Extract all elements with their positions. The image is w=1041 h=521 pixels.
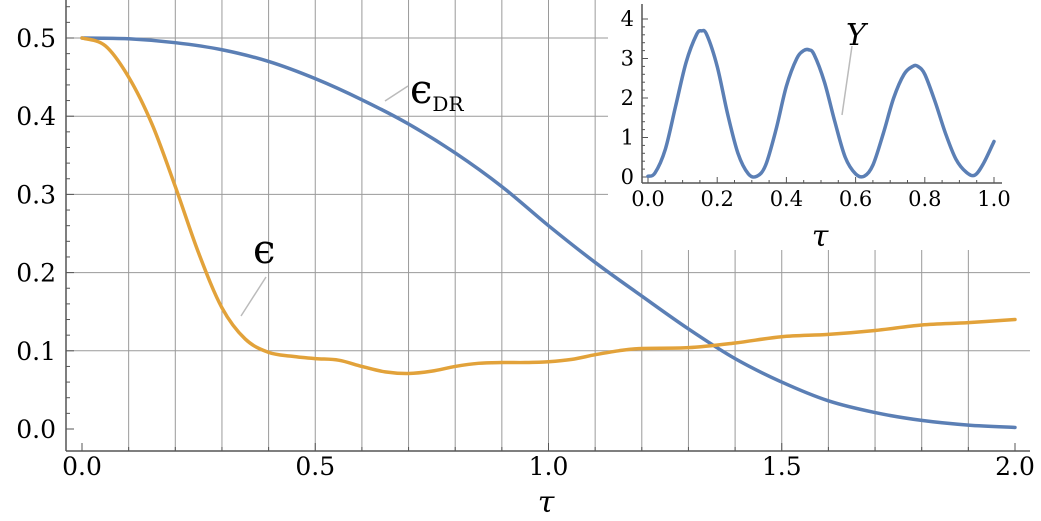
epsilon-series-line [80, 36, 1017, 376]
main-y-tick-label: 0.3 [16, 180, 56, 209]
inset-x-axis-label: τ [812, 219, 829, 254]
inset-series-layer [646, 28, 996, 179]
main-x-tick-label: 0.0 [62, 452, 102, 481]
inset-x-tick-label: 0.6 [839, 187, 872, 211]
main-x-tick-label: 2.0 [995, 452, 1035, 481]
main-x-tick-label: 1.0 [529, 452, 569, 481]
inset-y-tick-label: 1 [621, 126, 634, 150]
main-y-tick-label: 0.0 [16, 415, 56, 444]
y-callout-line [841, 45, 853, 116]
inset-y-tick-label: 3 [621, 47, 634, 71]
inset-background [608, 0, 1038, 250]
inset-y-tick-label: 4 [621, 7, 634, 31]
main-y-tick-label: 0.4 [16, 102, 56, 131]
inset-x-tick-label: 1.0 [977, 187, 1010, 211]
inset-y-tick-label: 0 [621, 165, 634, 189]
inset-axes: 0.0 0.2 0.4 0.6 0.8 1.0 0 1 2 3 4 [621, 4, 1011, 211]
inset-x-tick-label: 0.2 [700, 187, 733, 211]
main-x-axis-label: τ [538, 485, 555, 520]
inset-y-tick-label: 2 [621, 86, 634, 110]
main-axes: 0.0 0.5 1.0 1.5 2.0 0.0 0.1 0.2 0.3 0.4 0.5 [16, 0, 1035, 481]
main-x-tick-label: 1.5 [762, 452, 802, 481]
epsilon-dr-label-main: ϵ [410, 67, 432, 113]
main-y-tick-label: 0.1 [16, 337, 56, 366]
inset-x-tick-label: 0.4 [770, 187, 803, 211]
main-series-layer [80, 36, 1017, 430]
epsilon-callout-line [240, 276, 267, 317]
y-label: Y [846, 18, 869, 53]
epsilon-dr-callout-line [384, 85, 409, 102]
epsilon-dr-series-line [80, 36, 1017, 430]
epsilon-dr-label-sub: DR [432, 92, 464, 116]
inset-x-tick-label: 0.0 [631, 187, 664, 211]
main-x-tick-label: 0.5 [295, 452, 335, 481]
epsilon-dr-label: ϵDR [410, 67, 464, 116]
main-y-tick-label: 0.2 [16, 259, 56, 288]
inset-x-tick-label: 0.8 [908, 187, 941, 211]
epsilon-label: ϵ [253, 227, 275, 273]
y-series-line [646, 28, 996, 179]
main-y-tick-label: 0.5 [16, 24, 56, 53]
